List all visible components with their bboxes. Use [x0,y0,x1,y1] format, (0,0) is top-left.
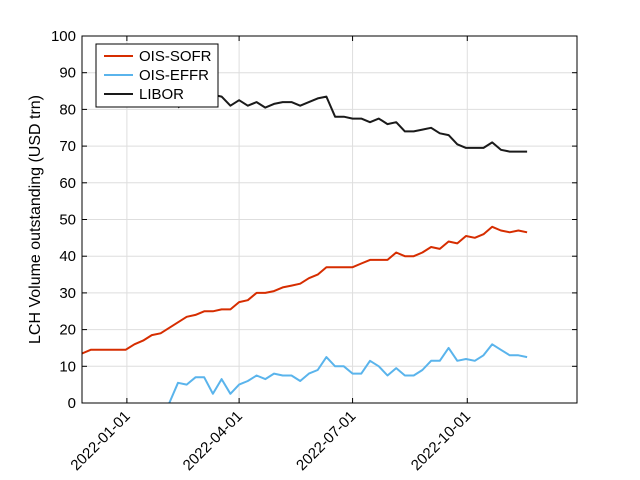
legend-label: OIS-EFFR [139,67,209,84]
legend-label: OIS-SOFR [139,48,212,65]
y-tick-label: 30 [59,285,76,302]
y-tick-label: 70 [59,138,76,155]
y-tick-label: 0 [68,395,76,412]
y-tick-label: 20 [59,322,76,339]
x-tick-label: 2022-07-01 [293,408,359,474]
series-lines [81,91,528,404]
series-line-libor [177,91,528,153]
y-tick-label: 50 [59,212,76,229]
legend-label: LIBOR [139,86,184,103]
series-line-ois-sofr [81,225,528,355]
y-tick-label: 60 [59,175,76,192]
x-tick-label: 2022-10-01 [408,408,474,474]
x-tick-label: 2022-01-01 [67,408,133,474]
y-axis-label: LCH Volume outstanding (USD trn) [27,95,44,344]
y-axis: 0 10 20 30 40 50 60 70 80 90 100 [51,28,577,412]
y-tick-label: 100 [51,28,76,45]
series-line-ois-effr [168,343,528,404]
x-tick-label: 2022-04-01 [180,408,246,474]
y-tick-label: 80 [59,101,76,118]
legend: OIS-SOFR OIS-EFFR LIBOR [95,43,219,108]
y-tick-label: 40 [59,248,76,265]
y-tick-label: 90 [59,65,76,82]
y-tick-label: 10 [59,358,76,375]
